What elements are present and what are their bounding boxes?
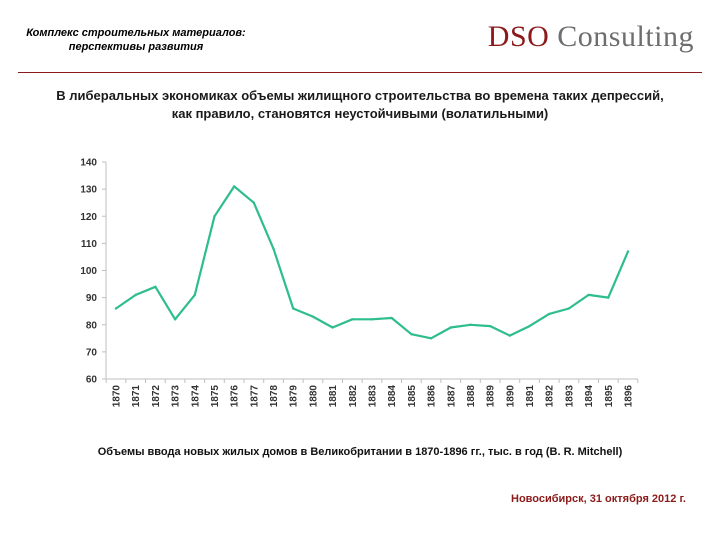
slide-headline-line2: как правило, становятся неустойчивыми (в… [171,106,549,121]
company-logo: DSO Consulting [488,20,694,54]
y-tick-label: 130 [80,185,97,196]
y-tick-label: 110 [81,239,98,250]
series-line-housing [114,185,630,340]
presentation-title: Комплекс строительных материалов: перспе… [18,26,254,54]
data-point [370,318,374,321]
logo-dso: DSO [487,20,550,53]
x-tick-label: 1888 [466,385,477,408]
x-tick-label: 1878 [269,385,280,408]
data-point [213,215,216,218]
y-tick-label: 140 [80,158,97,169]
y-tick-label: 70 [86,347,98,358]
header-divider [18,72,702,73]
x-tick-label: 1873 [171,385,182,408]
chart-caption: Объемы ввода новых жилых домов в Великоб… [97,446,623,458]
x-tick-label: 1885 [407,385,418,408]
data-point [488,324,492,328]
data-point [252,201,256,204]
x-tick-label: 1891 [525,385,536,408]
x-tick-label: 1883 [368,385,379,408]
data-point [449,326,452,329]
housing-line-chart: 60 70 80 90 100 110 120 130 140 1870 1871 1872 1873 1… [80,158,639,408]
x-tick-label: 1887 [446,385,457,408]
data-point [173,318,177,321]
x-tick-label: 1879 [289,385,300,408]
data-point [114,307,118,310]
presentation-title-line1: Комплекс строительных материалов: [26,27,246,39]
data-point [508,334,512,337]
slide-headline: В либеральных экономиках объемы жилищног… [20,87,700,123]
data-point [193,293,196,297]
footer-date: Новосибирск, 31 октября 2012 г. [511,493,686,505]
data-point [272,247,275,250]
x-tick-label: 1877 [249,385,260,408]
data-point [390,316,393,320]
x-tick-label: 1874 [190,385,201,408]
data-point [626,250,630,253]
data-point [331,326,334,329]
data-point [587,293,590,297]
y-tick-label: 120 [80,212,97,223]
x-tick-label: 1872 [151,385,162,408]
data-point [311,315,315,318]
data-point [410,333,413,336]
data-point [607,296,610,299]
x-tick-label: 1892 [545,385,556,408]
presentation-title-line2: перспективы развития [68,41,204,53]
y-tick-label: 80 [86,320,98,331]
data-point [134,293,137,297]
x-tick-label: 1894 [584,385,595,408]
x-tick-label: 1876 [230,385,241,408]
data-point [528,324,531,328]
x-tick-label: 1890 [505,385,516,408]
x-tick-label: 1871 [131,385,142,408]
data-point [469,323,472,326]
y-tick-label: 60 [86,375,98,386]
data-point [154,285,157,288]
data-point [351,318,354,321]
data-point [548,312,551,316]
x-tick-label: 1896 [624,385,635,408]
y-tick-label: 100 [80,266,97,277]
x-tick-label: 1881 [328,385,339,408]
x-tick-label: 1880 [308,385,319,408]
x-tick-label: 1889 [486,385,497,408]
x-tick-label: 1882 [348,385,359,408]
slide-headline-line1: В либеральных экономиках объемы жилищног… [56,88,664,103]
x-tick-label: 1884 [387,385,398,408]
x-tick-label: 1895 [604,385,615,408]
logo-consulting: Consulting [557,20,694,53]
data-point [429,337,433,340]
x-tick-label: 1893 [564,385,575,408]
x-tick-label: 1875 [210,385,221,408]
data-point [567,307,571,310]
x-tick-label: 1886 [427,385,438,408]
x-tick-label: 1870 [112,385,123,408]
y-tick-label: 90 [86,293,98,304]
data-point [292,307,295,310]
data-point [232,185,236,188]
